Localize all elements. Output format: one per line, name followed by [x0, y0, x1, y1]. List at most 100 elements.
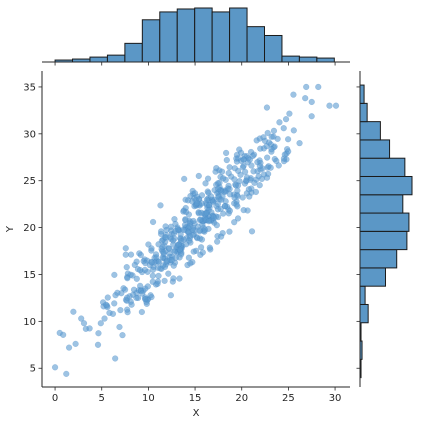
scatter-point — [180, 226, 187, 233]
scatter-point — [267, 164, 274, 171]
scatter-point — [204, 175, 212, 182]
scatter-point — [180, 208, 187, 215]
scatter-point — [124, 275, 131, 282]
top-marginal-histogram — [42, 7, 350, 66]
x-marginal-bar — [211, 11, 231, 63]
y-marginal-bar — [359, 230, 408, 251]
x-marginal-bar — [264, 34, 283, 63]
scatter-point — [216, 179, 223, 186]
x-marginal-bar — [89, 56, 108, 63]
scatter-point — [51, 364, 59, 371]
y-tick-label: 5 — [30, 364, 36, 375]
scatter-point — [201, 226, 209, 233]
scatter-point — [136, 266, 144, 274]
scatter-point — [246, 193, 253, 200]
scatter-point — [268, 146, 275, 153]
scatter-point — [106, 309, 113, 317]
scatter-point — [182, 216, 189, 223]
scatter-point — [195, 172, 202, 180]
scatter-points — [51, 83, 340, 378]
scatter-point — [190, 217, 197, 225]
x-marginal-bar — [124, 42, 143, 63]
scatter-point — [123, 263, 130, 271]
x-tick-label: 5 — [99, 393, 105, 404]
scatter-point — [122, 251, 129, 258]
scatter-point — [104, 294, 111, 301]
x-tick-label: 15 — [189, 393, 202, 404]
scatter-point — [274, 135, 281, 143]
scatter-point — [157, 228, 165, 235]
x-tick-label: 10 — [142, 393, 155, 404]
x-marginal-bar — [298, 56, 318, 63]
scatter-point — [181, 175, 188, 183]
scatter-point — [176, 246, 184, 253]
scatter-point — [191, 190, 199, 197]
scatter-point — [80, 320, 88, 327]
scatter-point — [240, 206, 247, 214]
y-marginal-bar — [359, 303, 369, 324]
scatter-point — [60, 331, 67, 338]
scatter-point — [148, 259, 155, 266]
scatter-point — [197, 244, 205, 251]
scatter-point — [157, 202, 164, 209]
scatter-point — [111, 300, 118, 307]
scatter-point — [231, 219, 238, 226]
scatter-point — [199, 249, 206, 256]
y-marginal-bar — [359, 267, 386, 287]
x-marginal-bar — [159, 11, 178, 63]
scatter-point — [149, 218, 157, 226]
scatter-point — [218, 196, 225, 203]
x-tick-label: 25 — [282, 393, 295, 404]
scatter-point — [166, 245, 173, 252]
x-marginal-bar — [229, 7, 248, 63]
scatter-point — [261, 137, 269, 145]
scatter-point — [203, 196, 211, 203]
scatter-point — [176, 275, 183, 282]
scatter-point — [241, 168, 249, 176]
scatter-point — [275, 162, 282, 169]
x-marginal-bar — [316, 57, 335, 63]
scatter-point — [234, 187, 241, 194]
scatter-point — [78, 315, 85, 322]
scatter-point — [117, 306, 124, 314]
scatter-point — [112, 292, 119, 299]
scatter-point — [160, 249, 167, 256]
scatter-point — [145, 241, 152, 248]
scatter-point — [231, 165, 238, 172]
scatter-point — [128, 301, 135, 308]
scatter-point — [170, 275, 177, 282]
scatter-point — [226, 185, 233, 193]
y-marginal-bar — [359, 194, 404, 214]
scatter-point — [133, 275, 140, 282]
scatter-point — [148, 245, 155, 252]
scatter-point — [280, 125, 287, 132]
scatter-point — [258, 175, 266, 183]
scatter-point — [198, 192, 206, 199]
scatter-point — [139, 290, 146, 297]
right-marginal-histogram — [356, 71, 413, 387]
scatter-point — [302, 95, 309, 102]
scatter-point — [171, 216, 178, 223]
y-tick-label: 30 — [23, 129, 36, 140]
scatter-point — [257, 145, 264, 152]
scatter-point — [116, 323, 123, 331]
x-tick-label: 0 — [52, 393, 58, 404]
scatter-point — [165, 270, 172, 277]
scatter-point — [187, 260, 194, 267]
x-marginal-bar — [246, 26, 266, 63]
scatter-point — [290, 127, 297, 134]
scatter-point — [250, 168, 257, 175]
scatter-point — [256, 162, 264, 170]
scatter-point — [210, 214, 217, 221]
scatter-point — [167, 223, 175, 230]
scatter-point — [138, 308, 146, 316]
scatter-point — [129, 291, 137, 298]
y-marginal-bar — [359, 212, 410, 232]
y-marginal-bar — [359, 157, 406, 177]
scatter-point — [202, 210, 209, 217]
scatter-point — [202, 180, 209, 187]
scatter-point — [223, 156, 230, 164]
y-tick-label: 10 — [23, 317, 36, 328]
